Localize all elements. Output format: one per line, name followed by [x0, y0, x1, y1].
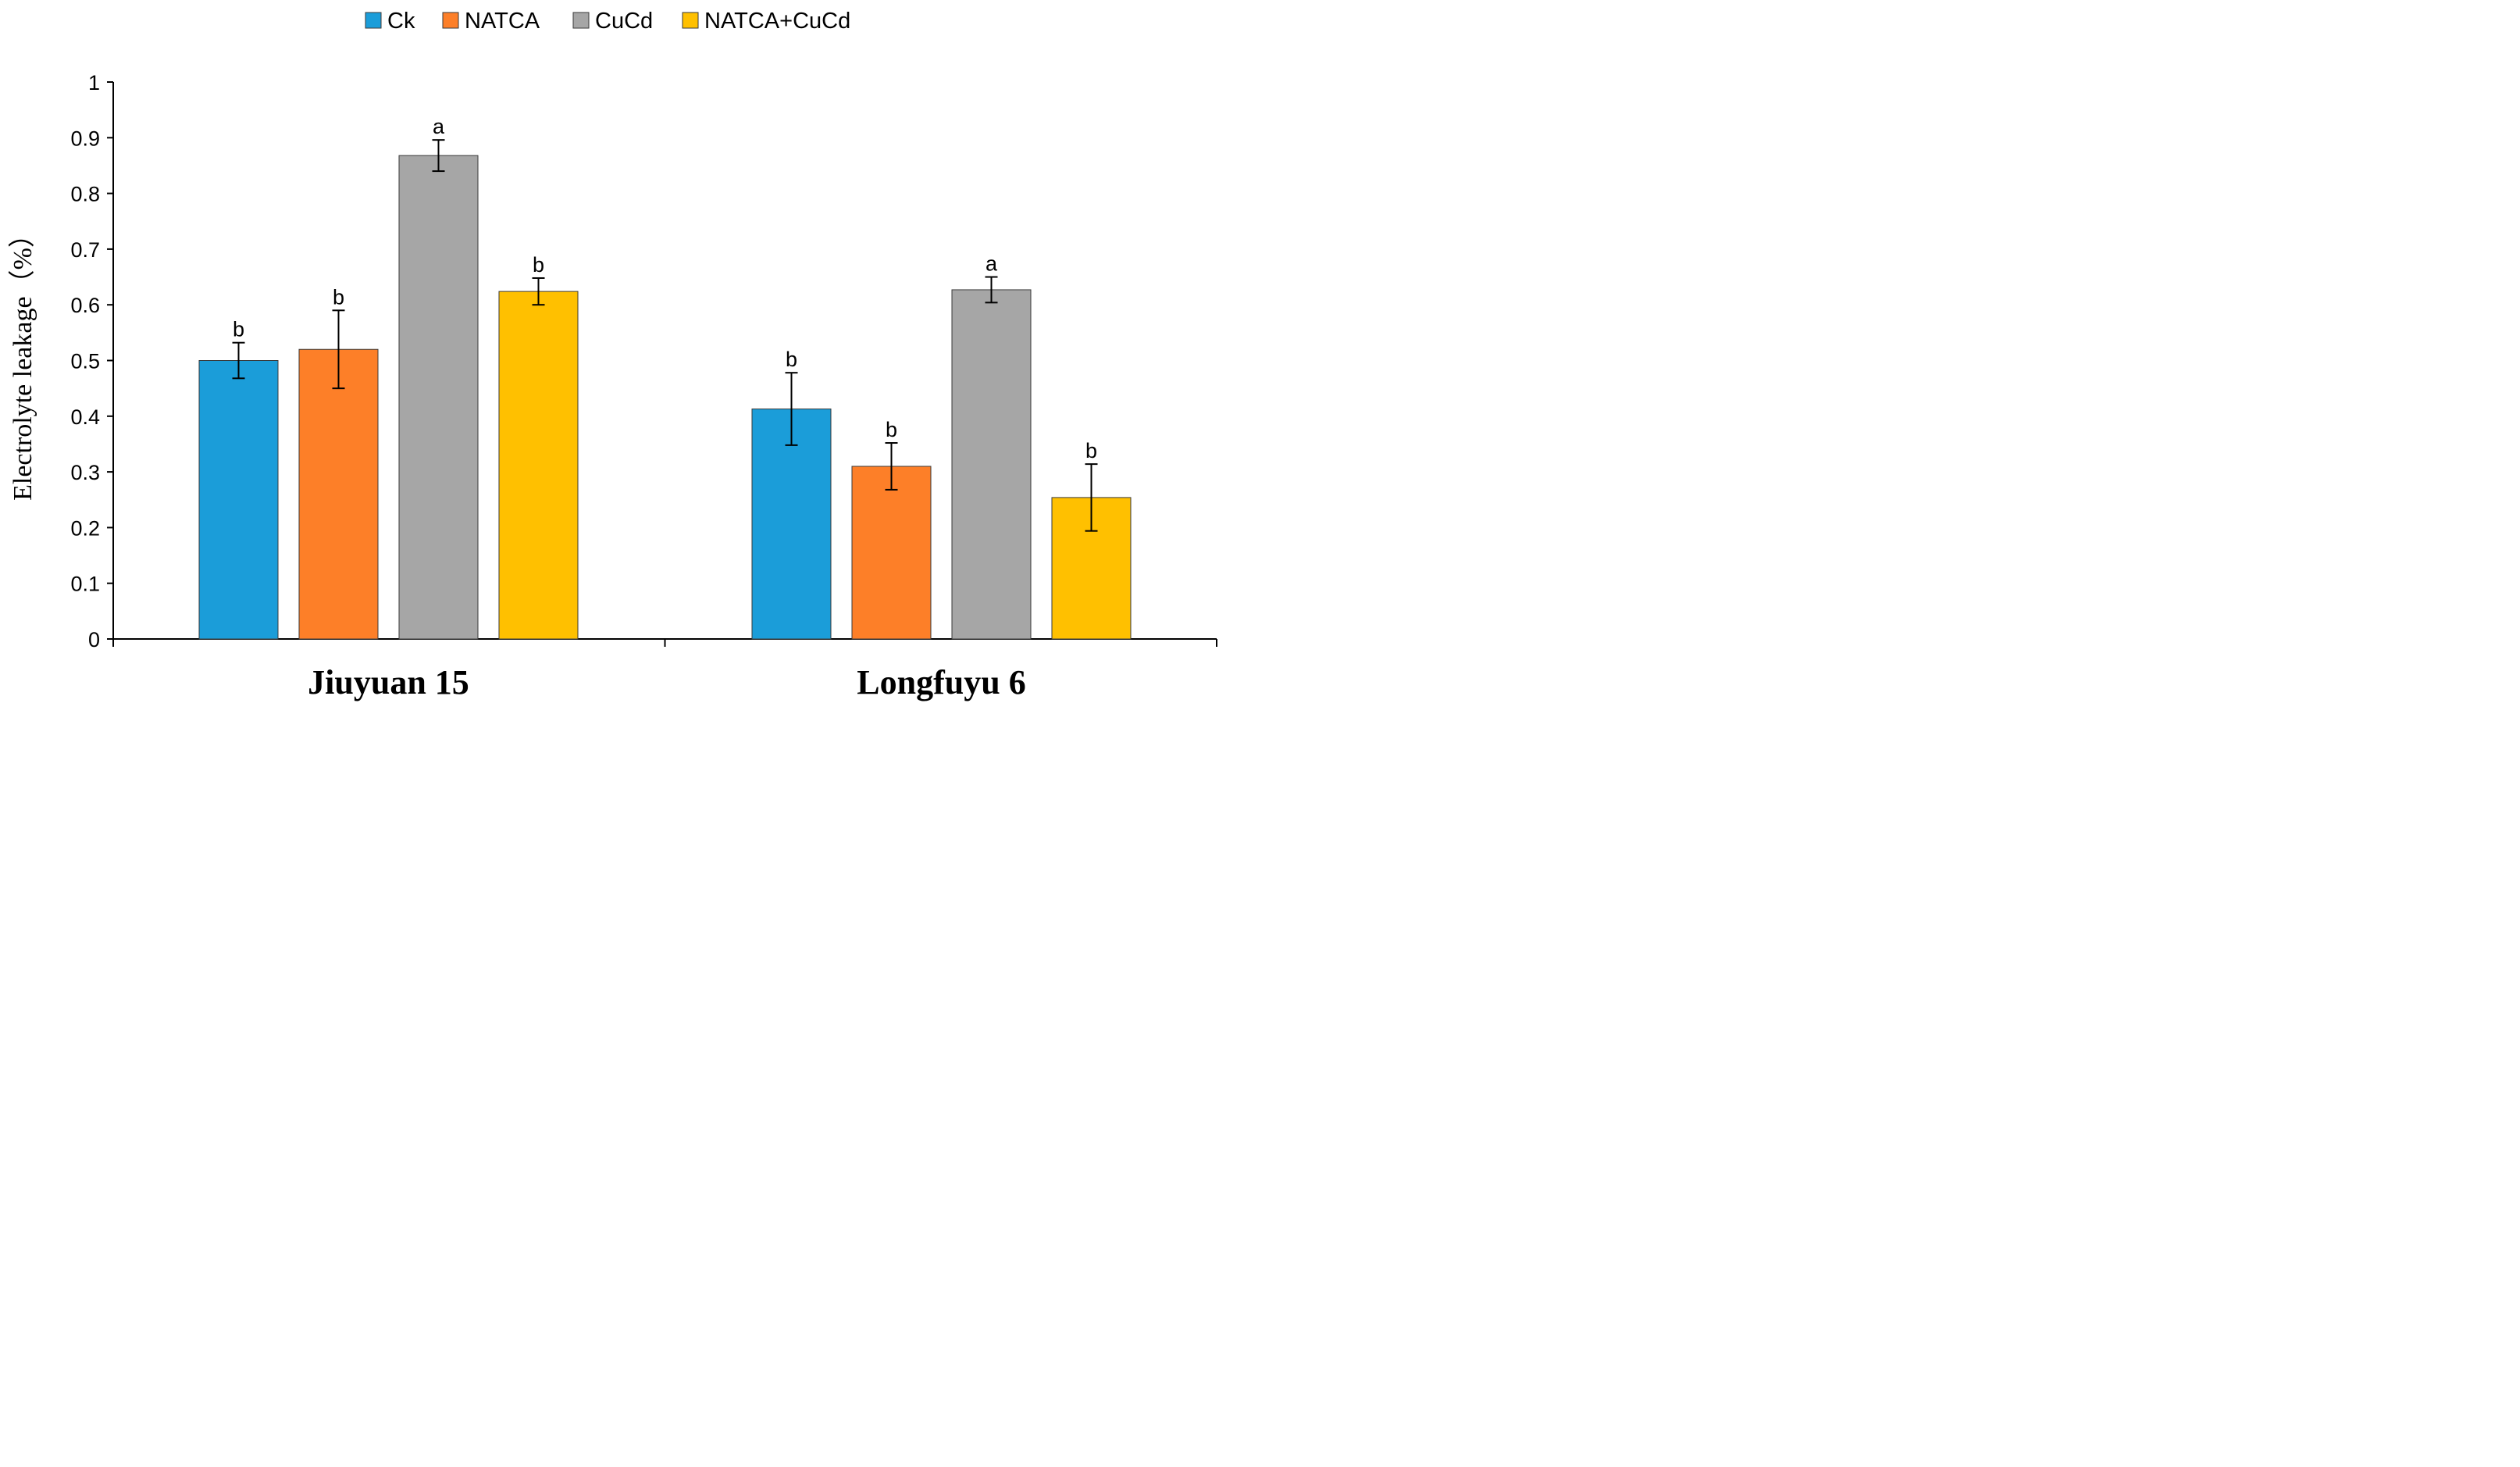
y-tick-label: 0.6 [70, 294, 100, 317]
x-axis: Jiuyuan 15 Longfuyu 6 [112, 638, 1217, 701]
bars [198, 155, 1132, 640]
legend: Ck NATCA CuCd NATCA+CuCd [365, 9, 850, 34]
bar [198, 360, 279, 640]
y-tick-label: 0.8 [70, 183, 100, 206]
error-bars [232, 139, 1098, 532]
legend-label: Ck [387, 9, 415, 34]
y-tick-label: 0.5 [70, 350, 100, 373]
y-tick-label: 0.2 [70, 516, 100, 540]
y-tick-label: 0.3 [70, 461, 100, 484]
y-tick-label: 0.1 [70, 573, 100, 596]
legend-label: CuCd [595, 9, 653, 34]
significance-label: b [233, 318, 244, 341]
significance-labels: b b b b a a b b [233, 115, 1097, 462]
significance-label: a [433, 115, 445, 138]
legend-label: NATCA [465, 9, 540, 34]
y-tick-label: 1 [88, 71, 100, 95]
bar [398, 155, 479, 640]
bar [498, 291, 579, 640]
significance-label: b [886, 418, 897, 441]
significance-label: b [786, 348, 797, 371]
significance-label: b [533, 253, 544, 277]
chart-container: Ck NATCA CuCd NATCA+CuCd 0 0.1 0.2 0.3 0.4 0.5 0.… [0, 0, 1223, 712]
bar-chart: Ck NATCA CuCd NATCA+CuCd 0 0.1 0.2 0.3 0.4 0.5 0.… [8, 9, 1217, 701]
x-category-label: Longfuyu 6 [857, 663, 1025, 701]
y-tick-label: 0.7 [70, 238, 100, 262]
y-axis: 0 0.1 0.2 0.3 0.4 0.5 0.6 0.7 0.8 0.9 1 [70, 71, 114, 651]
legend-swatch [365, 12, 382, 29]
significance-label: b [1085, 439, 1097, 462]
bar [298, 348, 379, 640]
legend-swatch [442, 12, 459, 29]
legend-swatch [682, 12, 699, 29]
bar [751, 409, 832, 640]
legend-label: NATCA+CuCd [704, 9, 850, 34]
y-axis-label: Electrolyte leakage（%） [8, 221, 37, 501]
x-category-label: Jiuyuan 15 [308, 663, 469, 701]
y-tick-label: 0.9 [70, 127, 100, 150]
bar [951, 289, 1032, 640]
y-tick-label: 0 [88, 628, 100, 651]
y-tick-label: 0.4 [70, 405, 100, 429]
significance-label: b [333, 285, 344, 309]
significance-label: a [986, 252, 998, 276]
legend-swatch [572, 12, 590, 29]
bar [851, 466, 932, 640]
